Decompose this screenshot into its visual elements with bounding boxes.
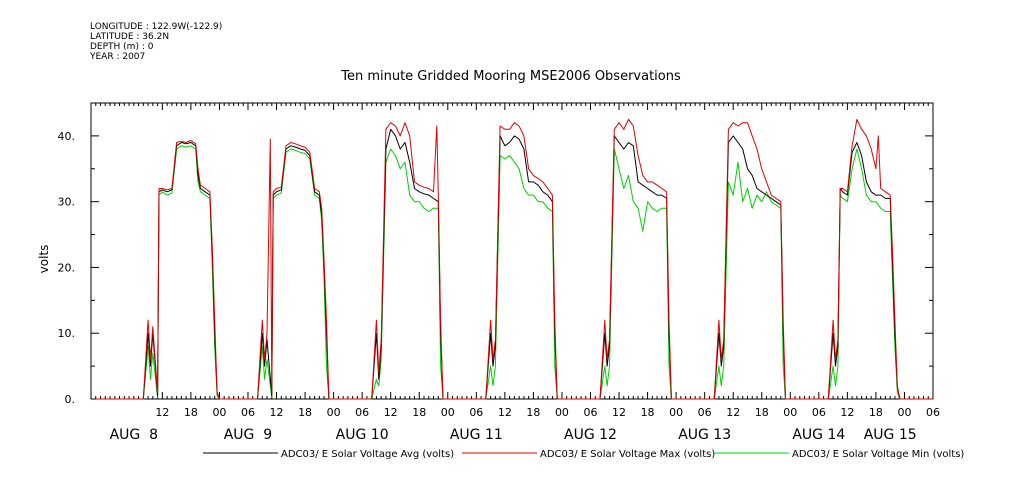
x-tick-label: 18 [755,406,769,419]
x-tick-label: 06 [469,406,483,419]
x-tick-label: 00 [212,406,226,419]
legend-label-2: ADC03/ E Solar Voltage Min (volts) [792,449,964,460]
x-tick-label: 06 [241,406,255,419]
x-day-label: AUG 9 [224,427,272,443]
x-day-label: AUG 10 [336,427,389,443]
x-day-label: AUG 12 [564,427,617,443]
x-tick-label: 12 [498,406,512,419]
x-tick-label: 18 [869,406,883,419]
x-tick-label: 12 [384,406,398,419]
x-tick-label: 00 [897,406,911,419]
x-tick-label: 18 [526,406,540,419]
x-tick-label: 06 [355,406,369,419]
x-day-label: AUG 8 [110,427,158,443]
x-day-label: AUG 13 [678,427,731,443]
x-day-label: AUG 11 [450,427,503,443]
y-tick-label: 0. [65,393,76,406]
header-year: YEAR : 2007 [90,52,146,62]
series-line-0 [95,128,933,400]
x-tick-label: 12 [726,406,740,419]
x-tick-label: 00 [327,406,341,419]
header-longitude: LONGITUDE : 122.9W(-122.9) [90,22,223,32]
legend-label-1: ADC03/ E Solar Voltage Max (volts) [540,449,715,460]
y-tick-label: 20. [58,261,76,274]
y-axis-label: volts [37,245,51,274]
x-tick-label: 12 [840,406,854,419]
x-tick-label: 06 [698,406,712,419]
series-line-2 [95,145,933,400]
x-tick-label: 12 [155,406,169,419]
x-tick-label: 18 [298,406,312,419]
y-tick-label: 40. [58,130,76,143]
x-tick-label: 00 [441,406,455,419]
x-day-label: AUG 14 [792,427,845,443]
x-tick-label: 00 [669,406,683,419]
x-tick-label: 18 [412,406,426,419]
header-depth: DEPTH (m) : 0 [90,42,154,52]
x-tick-label: 00 [783,406,797,419]
chart-title: Ten minute Gridded Mooring MSE2006 Obser… [340,69,681,84]
series-line-1 [95,118,933,400]
x-tick-label: 12 [270,406,284,419]
x-tick-label: 06 [583,406,597,419]
legend-label-0: ADC03/ E Solar Voltage Avg (volts) [281,449,454,460]
y-tick-label: 10. [58,327,76,340]
x-tick-label: 06 [926,406,940,419]
y-tick-label: 30. [58,196,76,209]
x-tick-label: 00 [555,406,569,419]
x-tick-label: 06 [812,406,826,419]
header-latitude: LATITUDE : 36.2N [90,32,170,42]
x-day-label: AUG 15 [864,427,917,443]
x-tick-label: 12 [612,406,626,419]
x-tick-label: 18 [641,406,655,419]
x-tick-label: 18 [184,406,198,419]
plot-frame [90,102,934,400]
